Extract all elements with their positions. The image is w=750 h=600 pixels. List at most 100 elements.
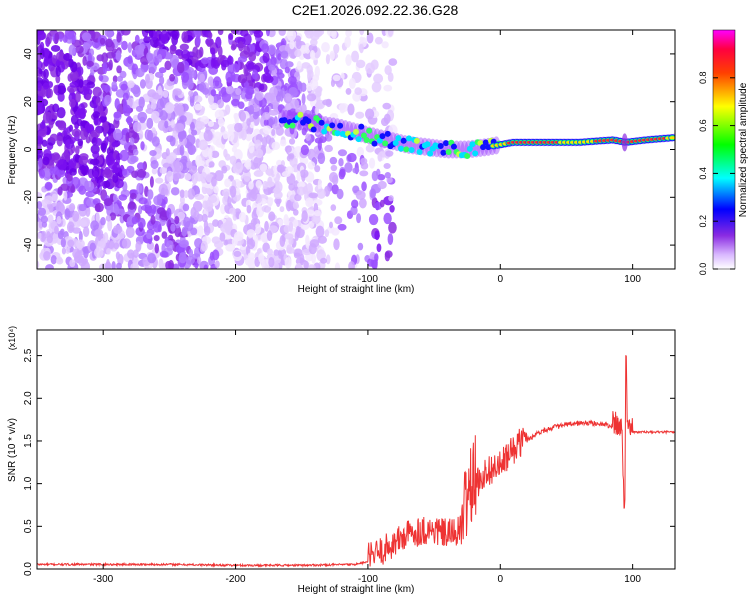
spectrogram-cell xyxy=(388,58,398,66)
spectrogram-cell xyxy=(172,263,180,269)
colorbar-tick-label: 0.6 xyxy=(698,119,708,132)
spectrogram-xlabel: Height of straight line (km) xyxy=(298,284,415,295)
colorbar: 0.0 0.2 0.4 0.6 0.8 Normalized spectral ampl… xyxy=(698,29,749,275)
spectrogram-cell xyxy=(55,65,61,78)
spectrogram-cell xyxy=(95,202,104,213)
spectrogram-cell xyxy=(157,85,163,96)
spectrogram-cell xyxy=(272,165,278,176)
spectrogram-cell xyxy=(166,207,172,219)
spectrogram-cell xyxy=(60,228,65,236)
spectrogram-cell xyxy=(279,235,286,247)
spectrogram-cell xyxy=(41,221,48,228)
spectrogram-cell xyxy=(283,93,293,104)
snr-ytick-label: 0.5 xyxy=(23,519,34,533)
spectrogram-cell xyxy=(61,247,67,255)
spectrogram-cell xyxy=(135,241,142,253)
spectrogram-cell xyxy=(238,211,247,223)
spectrogram-cell xyxy=(151,136,160,147)
spectrogram-cell xyxy=(112,75,118,83)
spectrogram-ridge-core xyxy=(321,128,328,135)
spectrogram-cell xyxy=(329,50,335,61)
spectrogram-cell xyxy=(196,160,205,167)
spectrogram-ridge-core xyxy=(384,130,391,137)
spectrogram-cell xyxy=(284,257,292,269)
spectrogram-ridge-core xyxy=(353,128,359,135)
spectrogram-cell xyxy=(56,107,66,119)
spectrogram-cell xyxy=(229,155,237,165)
spectrogram-cell xyxy=(58,33,64,42)
spectrogram-cell xyxy=(204,199,214,212)
spectrogram-cell xyxy=(366,32,374,44)
spectrogram-cell xyxy=(129,137,135,146)
spectrogram-ridge-core xyxy=(329,122,336,129)
spectrogram-cell xyxy=(200,240,208,252)
spectrogram-cell xyxy=(230,30,239,35)
spectrogram-cell xyxy=(271,128,276,137)
spectrogram-cell xyxy=(359,43,364,54)
spectrogram-cell xyxy=(86,60,94,67)
spectrogram-cell xyxy=(80,260,91,269)
spectrogram-cell xyxy=(246,229,256,238)
spectrogram-cell xyxy=(387,30,394,37)
spectrogram-cell xyxy=(92,111,101,119)
spectrogram-cell xyxy=(164,188,169,196)
spectrogram-cell xyxy=(345,30,353,37)
spectrogram-cell xyxy=(146,241,155,250)
spectrogram-cell xyxy=(324,144,333,153)
spectrogram-cell xyxy=(310,38,318,47)
spectrogram-cell xyxy=(75,45,84,54)
spectrogram-cell xyxy=(344,36,351,48)
spectrogram-cell xyxy=(359,170,369,177)
spectrogram-cell xyxy=(101,84,108,91)
spectrogram-cell xyxy=(159,110,168,121)
spectrogram-cell xyxy=(334,262,341,269)
spectrogram-cell xyxy=(276,164,283,173)
spectrogram-cell xyxy=(135,68,145,78)
spectrogram-ridge-core xyxy=(440,149,447,156)
spectrogram-cell xyxy=(225,243,236,252)
spectrogram-cell xyxy=(146,103,152,110)
spectrogram-cell xyxy=(125,117,134,124)
spectrogram-cell xyxy=(184,113,193,126)
spectrogram-cell xyxy=(53,85,59,94)
spectrogram-cell xyxy=(96,54,105,62)
spectrogram-cell xyxy=(147,208,156,217)
spectrogram-cell xyxy=(253,156,262,169)
spectrogram-cell xyxy=(270,56,277,66)
spectrogram-cell xyxy=(300,144,309,156)
spectrogram-cell xyxy=(198,131,206,143)
spectrogram-cell xyxy=(179,144,185,156)
spectrogram-ridge-core xyxy=(289,122,296,129)
spectrogram-cell xyxy=(376,243,382,253)
spectrogram-cell xyxy=(271,141,281,151)
spectrogram-cell xyxy=(145,73,151,84)
spectrogram-cell xyxy=(288,236,294,245)
spectrogram-cell xyxy=(329,113,339,120)
spectrogram-cell xyxy=(85,206,91,217)
spectrogram-cell xyxy=(200,171,208,184)
spectrogram-cell xyxy=(168,259,175,269)
spectrogram-cell xyxy=(253,30,264,38)
spectrogram-cell xyxy=(321,41,330,53)
spectrogram-cell xyxy=(387,72,394,83)
spectrogram-cell xyxy=(329,156,338,165)
spectrogram-cell xyxy=(381,41,389,49)
spectrogram-cell xyxy=(265,30,270,37)
spectrogram-cell xyxy=(301,210,308,222)
spectrogram-ridge-core xyxy=(443,140,450,147)
spectrogram-cell xyxy=(166,240,174,252)
spectrogram-cell xyxy=(248,191,258,202)
spectrogram-cell xyxy=(134,44,145,55)
spectrogram-cell xyxy=(39,41,45,51)
spectrogram-cell xyxy=(37,105,43,116)
spectrogram-cell xyxy=(37,260,40,269)
spectrogram-cell xyxy=(177,131,187,140)
spectrogram-cell xyxy=(234,122,243,133)
spectrogram-cell xyxy=(329,221,334,229)
spectrogram-cell xyxy=(213,131,222,139)
spectrogram-cell xyxy=(151,110,160,119)
spectrogram-cell xyxy=(360,162,369,170)
spectrogram-cell xyxy=(134,34,140,44)
spectrogram-cell xyxy=(352,167,360,174)
spectrogram-cell xyxy=(277,53,282,61)
